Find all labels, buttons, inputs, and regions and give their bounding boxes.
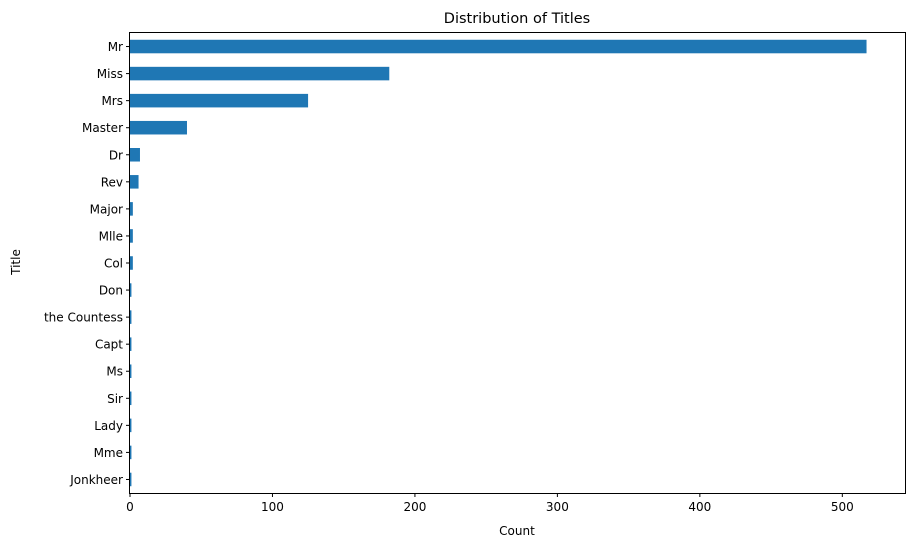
bar-dr	[130, 148, 140, 162]
x-tick-label: 500	[831, 500, 854, 514]
x-axis-label: Count	[499, 524, 535, 538]
bar-mrs	[130, 93, 309, 108]
y-tick-label: Miss	[97, 67, 123, 81]
y-tick-label: Mr	[108, 40, 123, 54]
bar-sir	[130, 391, 132, 406]
y-tick-label: Master	[82, 121, 123, 135]
bar-mr	[130, 39, 867, 54]
x-tick-label: 0	[126, 500, 134, 514]
chart-title: Distribution of Titles	[444, 11, 590, 27]
y-axis-label: Title	[9, 249, 23, 276]
y-axis-ticks: Mr Miss Mrs Master Dr Rev Major Mlle Col Don the C…	[44, 40, 130, 487]
bar-the-countess	[130, 310, 132, 324]
y-tick-label: Col	[104, 257, 123, 271]
x-axis-ticks: 0 100 200 300 400 500	[126, 493, 854, 514]
x-tick-label: 200	[403, 500, 426, 514]
bars-group	[130, 39, 867, 487]
bar-master	[130, 120, 187, 135]
x-tick-label: 400	[688, 500, 711, 514]
y-tick-label: Ms	[106, 365, 123, 379]
bar-rev	[130, 175, 139, 189]
y-tick-label: Rev	[101, 175, 123, 189]
bar-don	[130, 283, 132, 297]
bar-miss	[130, 66, 390, 81]
x-tick-label: 300	[546, 500, 569, 514]
y-tick-label: Dr	[109, 148, 123, 162]
y-tick-label: Mlle	[99, 229, 123, 243]
y-tick-label: Capt	[95, 338, 123, 352]
bar-mlle	[130, 229, 133, 243]
x-tick-label: 100	[261, 500, 284, 514]
bar-lady	[130, 418, 132, 433]
y-tick-label: Jonkheer	[69, 473, 123, 487]
y-tick-label: Major	[90, 202, 123, 216]
plot-frame	[129, 32, 906, 494]
y-tick-label: Don	[99, 284, 123, 298]
bar-mme	[130, 445, 132, 460]
y-tick-label: Mme	[94, 446, 123, 460]
bar-capt	[130, 337, 132, 351]
y-tick-label: Lady	[94, 419, 123, 433]
y-tick-label: Mrs	[101, 94, 123, 108]
bar-col	[130, 256, 133, 270]
bar-ms	[130, 364, 132, 378]
bar-major	[130, 202, 133, 216]
bar-jonkheer	[130, 472, 132, 487]
y-tick-label: Sir	[107, 392, 123, 406]
y-tick-label: the Countess	[44, 311, 123, 325]
